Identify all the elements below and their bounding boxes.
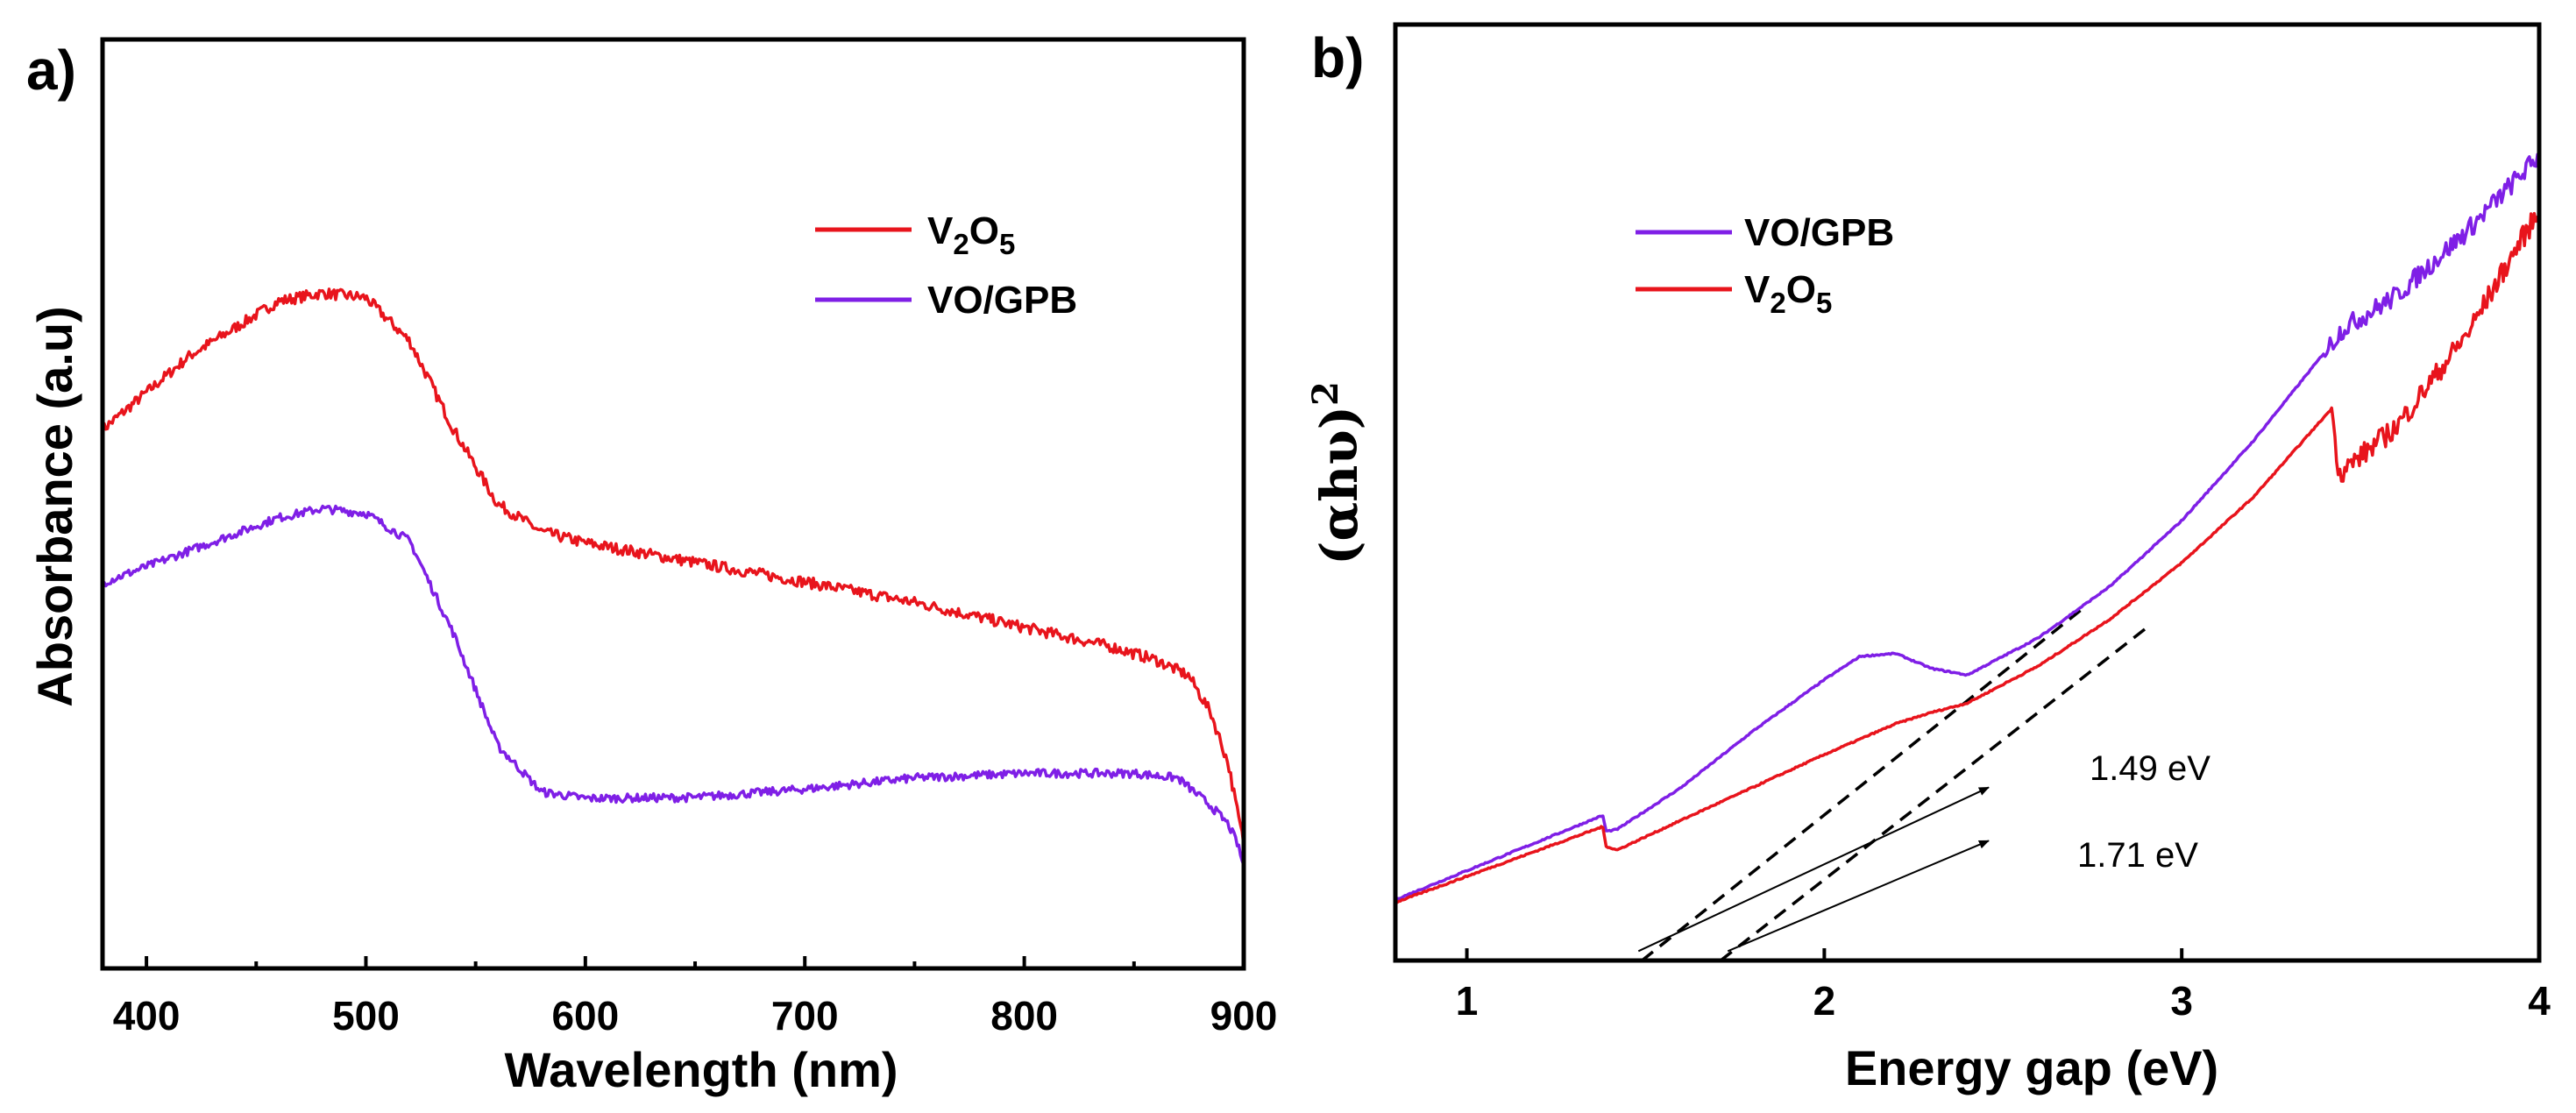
panel-b-x-tick-label-2: 2 — [1813, 978, 1836, 1024]
legend-label-v2o5: V2O5 — [927, 209, 1015, 260]
panel-a-legend: V2O5 VO/GPB — [815, 209, 1077, 322]
panel-a-x-tick-label-900: 900 — [1210, 993, 1278, 1039]
panel-b-ylabel: (αhυ)2 — [1305, 381, 1369, 565]
panel-b-label: b) — [1311, 26, 1364, 89]
panel-b-annotations: 1.49 eV 1.71 eV — [1637, 749, 2211, 953]
panel-b-series-vo-gpb — [1394, 152, 2541, 902]
annotation-1-49-ev: 1.49 eV — [2090, 749, 2211, 788]
panel-a-x-tick-label-700: 700 — [771, 993, 839, 1039]
panel-a-x-tick-label-500: 500 — [332, 993, 400, 1039]
panel-a-xlabel: Wavelength (nm) — [504, 1042, 898, 1097]
tangent-fit-line-1 — [1641, 608, 2083, 962]
panel-a-x-tick-label-400: 400 — [113, 993, 181, 1039]
panel-a-series-vo-gpb — [102, 504, 1245, 866]
panel-b-plot-frame — [1393, 22, 2542, 963]
annotation-arrow-1-71-ev — [1727, 840, 1990, 953]
panel-a: a) Absorbance (a.u) Wavelength (nm) 400 5… — [26, 37, 1278, 1097]
panel-a-x-tick-label-800: 800 — [990, 993, 1058, 1039]
panel-a-plot-frame — [100, 37, 1246, 971]
panel-b: b) (αhυ)2 Energy gap (eV) 1 2 3 4 1.49 eV 1… — [1305, 22, 2551, 1095]
panel-b-x-axis: 1 2 3 4 — [1456, 948, 2551, 1024]
panel-a-label: a) — [26, 39, 76, 102]
legend-label-vo-gpb-b: VO/GPB — [1744, 211, 1894, 254]
panel-a-series — [101, 287, 1245, 866]
panel-b-x-tick-label-4: 4 — [2528, 978, 2551, 1024]
panel-a-x-axis: 400 500 600 700 800 900 — [113, 956, 1278, 1039]
panel-b-x-tick-label-3: 3 — [2170, 978, 2193, 1024]
panel-a-ylabel: Absorbance (a.u) — [27, 306, 82, 706]
panel-b-fit-lines — [1641, 608, 2147, 962]
panel-a-series-v2o5 — [101, 287, 1245, 847]
panel-b-x-tick-label-1: 1 — [1456, 978, 1479, 1024]
annotation-1-71-ev: 1.71 eV — [2077, 836, 2198, 875]
panel-b-legend: VO/GPB V2O5 — [1636, 211, 1894, 319]
legend-label-vo-gpb: VO/GPB — [927, 279, 1077, 322]
tangent-fit-line-2 — [1720, 627, 2147, 962]
panel-b-xlabel: Energy gap (eV) — [1845, 1040, 2218, 1095]
legend-label-v2o5-b: V2O5 — [1744, 268, 1832, 319]
annotation-arrow-1-49-ev — [1637, 786, 1990, 953]
panel-b-series — [1394, 152, 2541, 904]
panel-a-x-tick-label-600: 600 — [551, 993, 619, 1039]
panel-b-series-v2o5 — [1394, 211, 2541, 904]
